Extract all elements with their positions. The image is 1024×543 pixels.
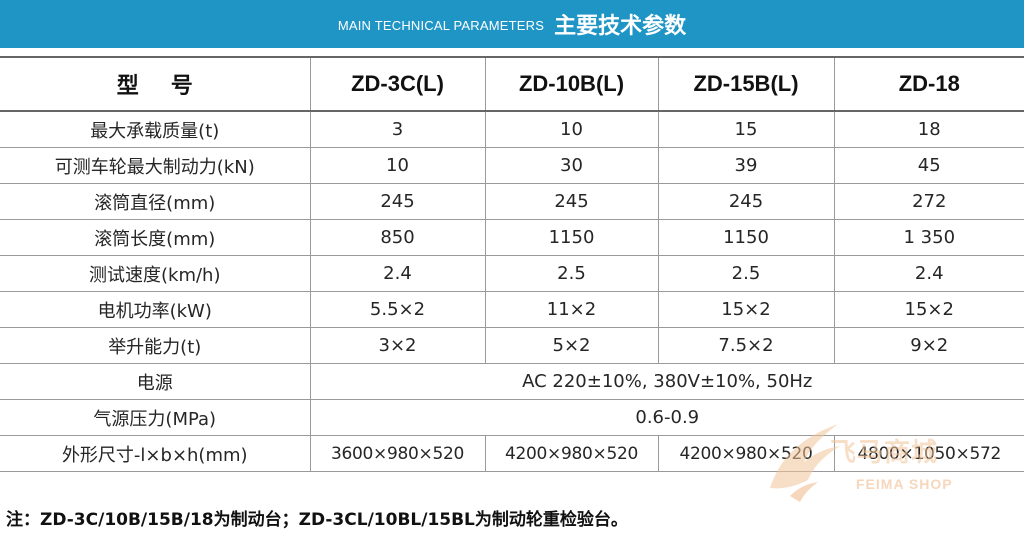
- cell: 15: [657, 110, 835, 148]
- cell: 4800×1050×572: [833, 435, 1024, 472]
- cell: 245: [309, 183, 486, 220]
- merged-cell: 0.6-0.9: [309, 399, 1024, 436]
- cell: 850: [309, 219, 486, 256]
- merged-cell: AC 220±10%, 380V±10%, 50Hz: [309, 363, 1024, 400]
- cell: 9×2: [833, 327, 1024, 364]
- table-row: 电机功率(kW) 5.5×2 11×2 15×2 15×2: [0, 291, 1024, 328]
- cell: 2.5: [657, 255, 835, 292]
- table-row: 滚筒直径(mm) 245 245 245 272: [0, 183, 1024, 220]
- parameter-table: 型号 ZD-3C(L) ZD-10B(L) ZD-15B(L) ZD-18 最大…: [0, 56, 1024, 472]
- row-label: 滚筒长度(mm): [0, 219, 311, 256]
- cell: 45: [833, 147, 1024, 184]
- title-english: MAIN TECHNICAL PARAMETERS: [337, 17, 545, 33]
- table-row: 气源压力(MPa) 0.6-0.9: [0, 399, 1024, 436]
- cell: 15×2: [657, 291, 835, 328]
- cell: 39: [657, 147, 835, 184]
- cell: 245: [657, 183, 835, 220]
- cell: 7.5×2: [657, 327, 835, 364]
- cell: 245: [484, 183, 659, 220]
- header-zd-10bl: ZD-10B(L): [484, 56, 659, 112]
- cell: 4200×980×520: [484, 435, 659, 472]
- table-row: 测试速度(km/h) 2.4 2.5 2.5 2.4: [0, 255, 1024, 292]
- cell: 272: [833, 183, 1024, 220]
- header-model: 型号: [0, 56, 311, 112]
- table-row: 举升能力(t) 3×2 5×2 7.5×2 9×2: [0, 327, 1024, 364]
- cell: 30: [484, 147, 659, 184]
- row-label: 举升能力(t): [0, 327, 311, 364]
- cell: 15×2: [833, 291, 1024, 328]
- cell: 1 350: [833, 219, 1024, 256]
- cell: 1150: [657, 219, 835, 256]
- cell: 3×2: [309, 327, 486, 364]
- cell: 4200×980×520: [657, 435, 835, 472]
- table-row: 外形尺寸-l×b×h(mm) 3600×980×520 4200×980×520…: [0, 435, 1024, 472]
- cell: 2.4: [309, 255, 486, 292]
- row-label: 滚筒直径(mm): [0, 183, 311, 220]
- cell: 1150: [484, 219, 659, 256]
- cell: 3600×980×520: [309, 435, 486, 472]
- cell: 5×2: [484, 327, 659, 364]
- title-banner: MAIN TECHNICAL PARAMETERS 主要技术参数: [0, 0, 1024, 48]
- table-row: 滚筒长度(mm) 850 1150 1150 1 350: [0, 219, 1024, 256]
- title-chinese: 主要技术参数: [554, 14, 687, 39]
- row-label: 外形尺寸-l×b×h(mm): [0, 435, 311, 472]
- cell: 11×2: [484, 291, 659, 328]
- cell: 5.5×2: [309, 291, 486, 328]
- header-zd-3cl: ZD-3C(L): [309, 56, 486, 112]
- cell: 2.5: [484, 255, 659, 292]
- row-label: 电机功率(kW): [0, 291, 311, 328]
- cell: 10: [309, 147, 486, 184]
- watermark-english: FEIMA SHOP: [856, 476, 953, 492]
- row-label: 电源: [0, 363, 311, 400]
- row-label: 气源压力(MPa): [0, 399, 311, 436]
- table-row: 电源 AC 220±10%, 380V±10%, 50Hz: [0, 363, 1024, 400]
- cell: 3: [309, 110, 486, 148]
- cell: 18: [833, 110, 1024, 148]
- header-zd-15bl: ZD-15B(L): [657, 56, 835, 112]
- header-zd-18: ZD-18: [833, 56, 1024, 112]
- table-header-row: 型号 ZD-3C(L) ZD-10B(L) ZD-15B(L) ZD-18: [0, 56, 1024, 112]
- cell: 2.4: [833, 255, 1024, 292]
- footnote: 注：ZD-3C/10B/15B/18为制动台；ZD-3CL/10BL/15BL为…: [6, 510, 628, 530]
- row-label: 可测车轮最大制动力(kN): [0, 147, 311, 184]
- row-label: 测试速度(km/h): [0, 255, 311, 292]
- table-row: 可测车轮最大制动力(kN) 10 30 39 45: [0, 147, 1024, 184]
- cell: 10: [484, 110, 659, 148]
- row-label: 最大承载质量(t): [0, 110, 311, 148]
- table-row: 最大承载质量(t) 3 10 15 18: [0, 110, 1024, 148]
